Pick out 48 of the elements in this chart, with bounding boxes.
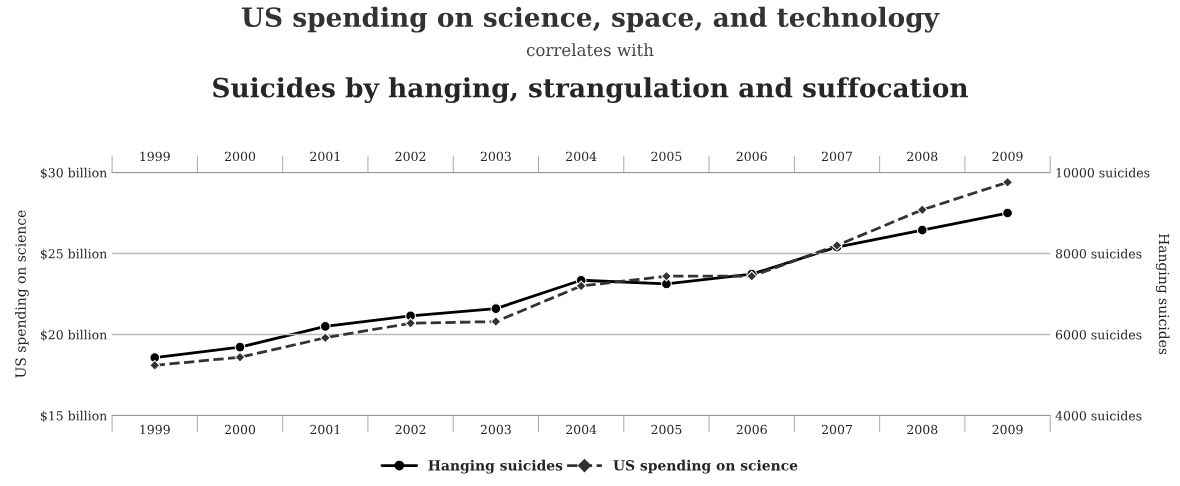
- point: [319, 332, 331, 344]
- y-tick-label: $25 billion: [40, 248, 107, 261]
- x2-tick-label: 2008: [907, 151, 938, 162]
- point: [405, 317, 417, 329]
- point: [234, 341, 246, 353]
- y-tick-label: $20 billion: [40, 329, 107, 342]
- x-tick-label: 2006: [736, 424, 767, 435]
- y-tick-label: $30 billion: [40, 167, 107, 180]
- x2-tick-label: 2001: [310, 151, 340, 162]
- text: Suicides by hanging, strangulation and suffocation: [213, 77, 968, 104]
- y2-tick-label: 10000 suicides: [1056, 167, 1150, 178]
- x2-tick-label: 2000: [224, 151, 256, 162]
- x-tick-label: 2001: [310, 424, 340, 435]
- y2-tick-label: 8000 suicides: [1055, 248, 1142, 259]
- x2-tick-label: 2009: [992, 151, 1023, 162]
- y2-axis-title: Hanging suicides: [1155, 233, 1170, 355]
- x2-tick-label: 1999: [140, 151, 170, 162]
- x-tick-label: 2000: [224, 424, 256, 435]
- y2-tick-label: 4000 suicides: [1055, 410, 1142, 421]
- chart-title: US spending on science, space, and technology: [241, 6, 940, 33]
- point: [234, 351, 246, 363]
- point: [916, 224, 928, 236]
- point: [916, 204, 928, 216]
- x2-tick-label: 2003: [480, 151, 511, 162]
- legend-label: US spending on science: [613, 459, 798, 474]
- x2-tick-label: 2007: [821, 151, 852, 162]
- y-tick-label: $15 billion: [40, 410, 107, 423]
- x-tick-label: 1999: [140, 424, 170, 435]
- x-tick-label: 2003: [480, 424, 511, 435]
- point: [1002, 207, 1013, 219]
- x-tick-label: 2004: [566, 424, 597, 435]
- x2-tick-label: 2004: [566, 151, 597, 162]
- x-tick-label: 2009: [992, 424, 1023, 435]
- y2-tick-label: 6000 suicides: [1055, 329, 1142, 340]
- y-axis-title: US spending on science: [15, 210, 29, 378]
- chart-subtitle: correlates with: [526, 43, 654, 57]
- x2-tick-label: 2005: [651, 151, 682, 162]
- x-tick-label: 2008: [907, 424, 938, 435]
- point: [490, 303, 502, 314]
- x-tick-label: 2007: [821, 424, 852, 435]
- legend-label: Hanging suicides: [428, 459, 563, 474]
- x2-tick-label: 2002: [395, 151, 426, 162]
- x2-tick-label: 2006: [736, 151, 767, 162]
- point: [149, 359, 161, 371]
- point: [319, 321, 331, 332]
- point: [575, 280, 587, 292]
- x-tick-label: 2005: [651, 424, 682, 435]
- x-tick-label: 2002: [395, 424, 426, 435]
